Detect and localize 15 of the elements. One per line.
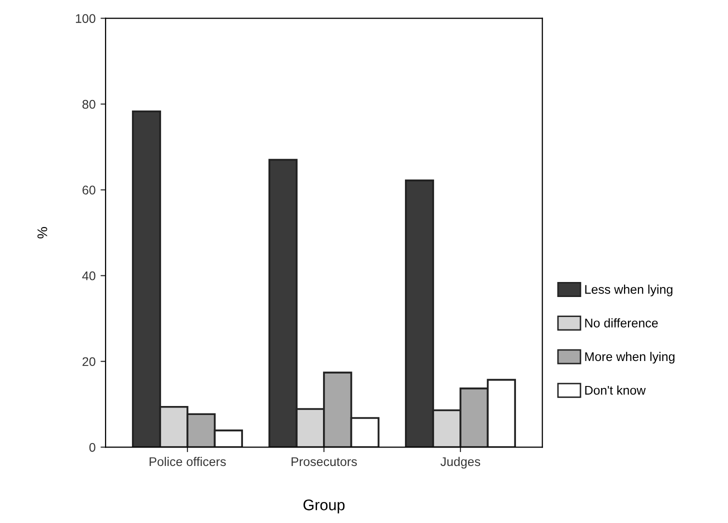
y-tick-label: 100 xyxy=(76,14,96,23)
y-tick-label: 20 xyxy=(82,357,96,366)
legend-label: Don't know xyxy=(585,386,646,395)
legend-label: More when lying xyxy=(585,352,674,364)
x-tick-label: Prosecutors xyxy=(292,457,357,466)
y-axis-title: % xyxy=(37,227,48,238)
y-tick-label: 80 xyxy=(82,100,96,109)
x-tick-label: Police officers xyxy=(150,456,226,466)
legend-label: No difference xyxy=(585,318,658,328)
legend-label: Less when lying xyxy=(585,284,672,296)
y-tick-label: 40 xyxy=(82,271,96,280)
y-tick-label: 60 xyxy=(82,186,96,194)
y-tick-label: 0 xyxy=(89,442,96,452)
x-axis-title: Group xyxy=(304,500,345,514)
x-tick-label: Judges xyxy=(440,456,480,469)
